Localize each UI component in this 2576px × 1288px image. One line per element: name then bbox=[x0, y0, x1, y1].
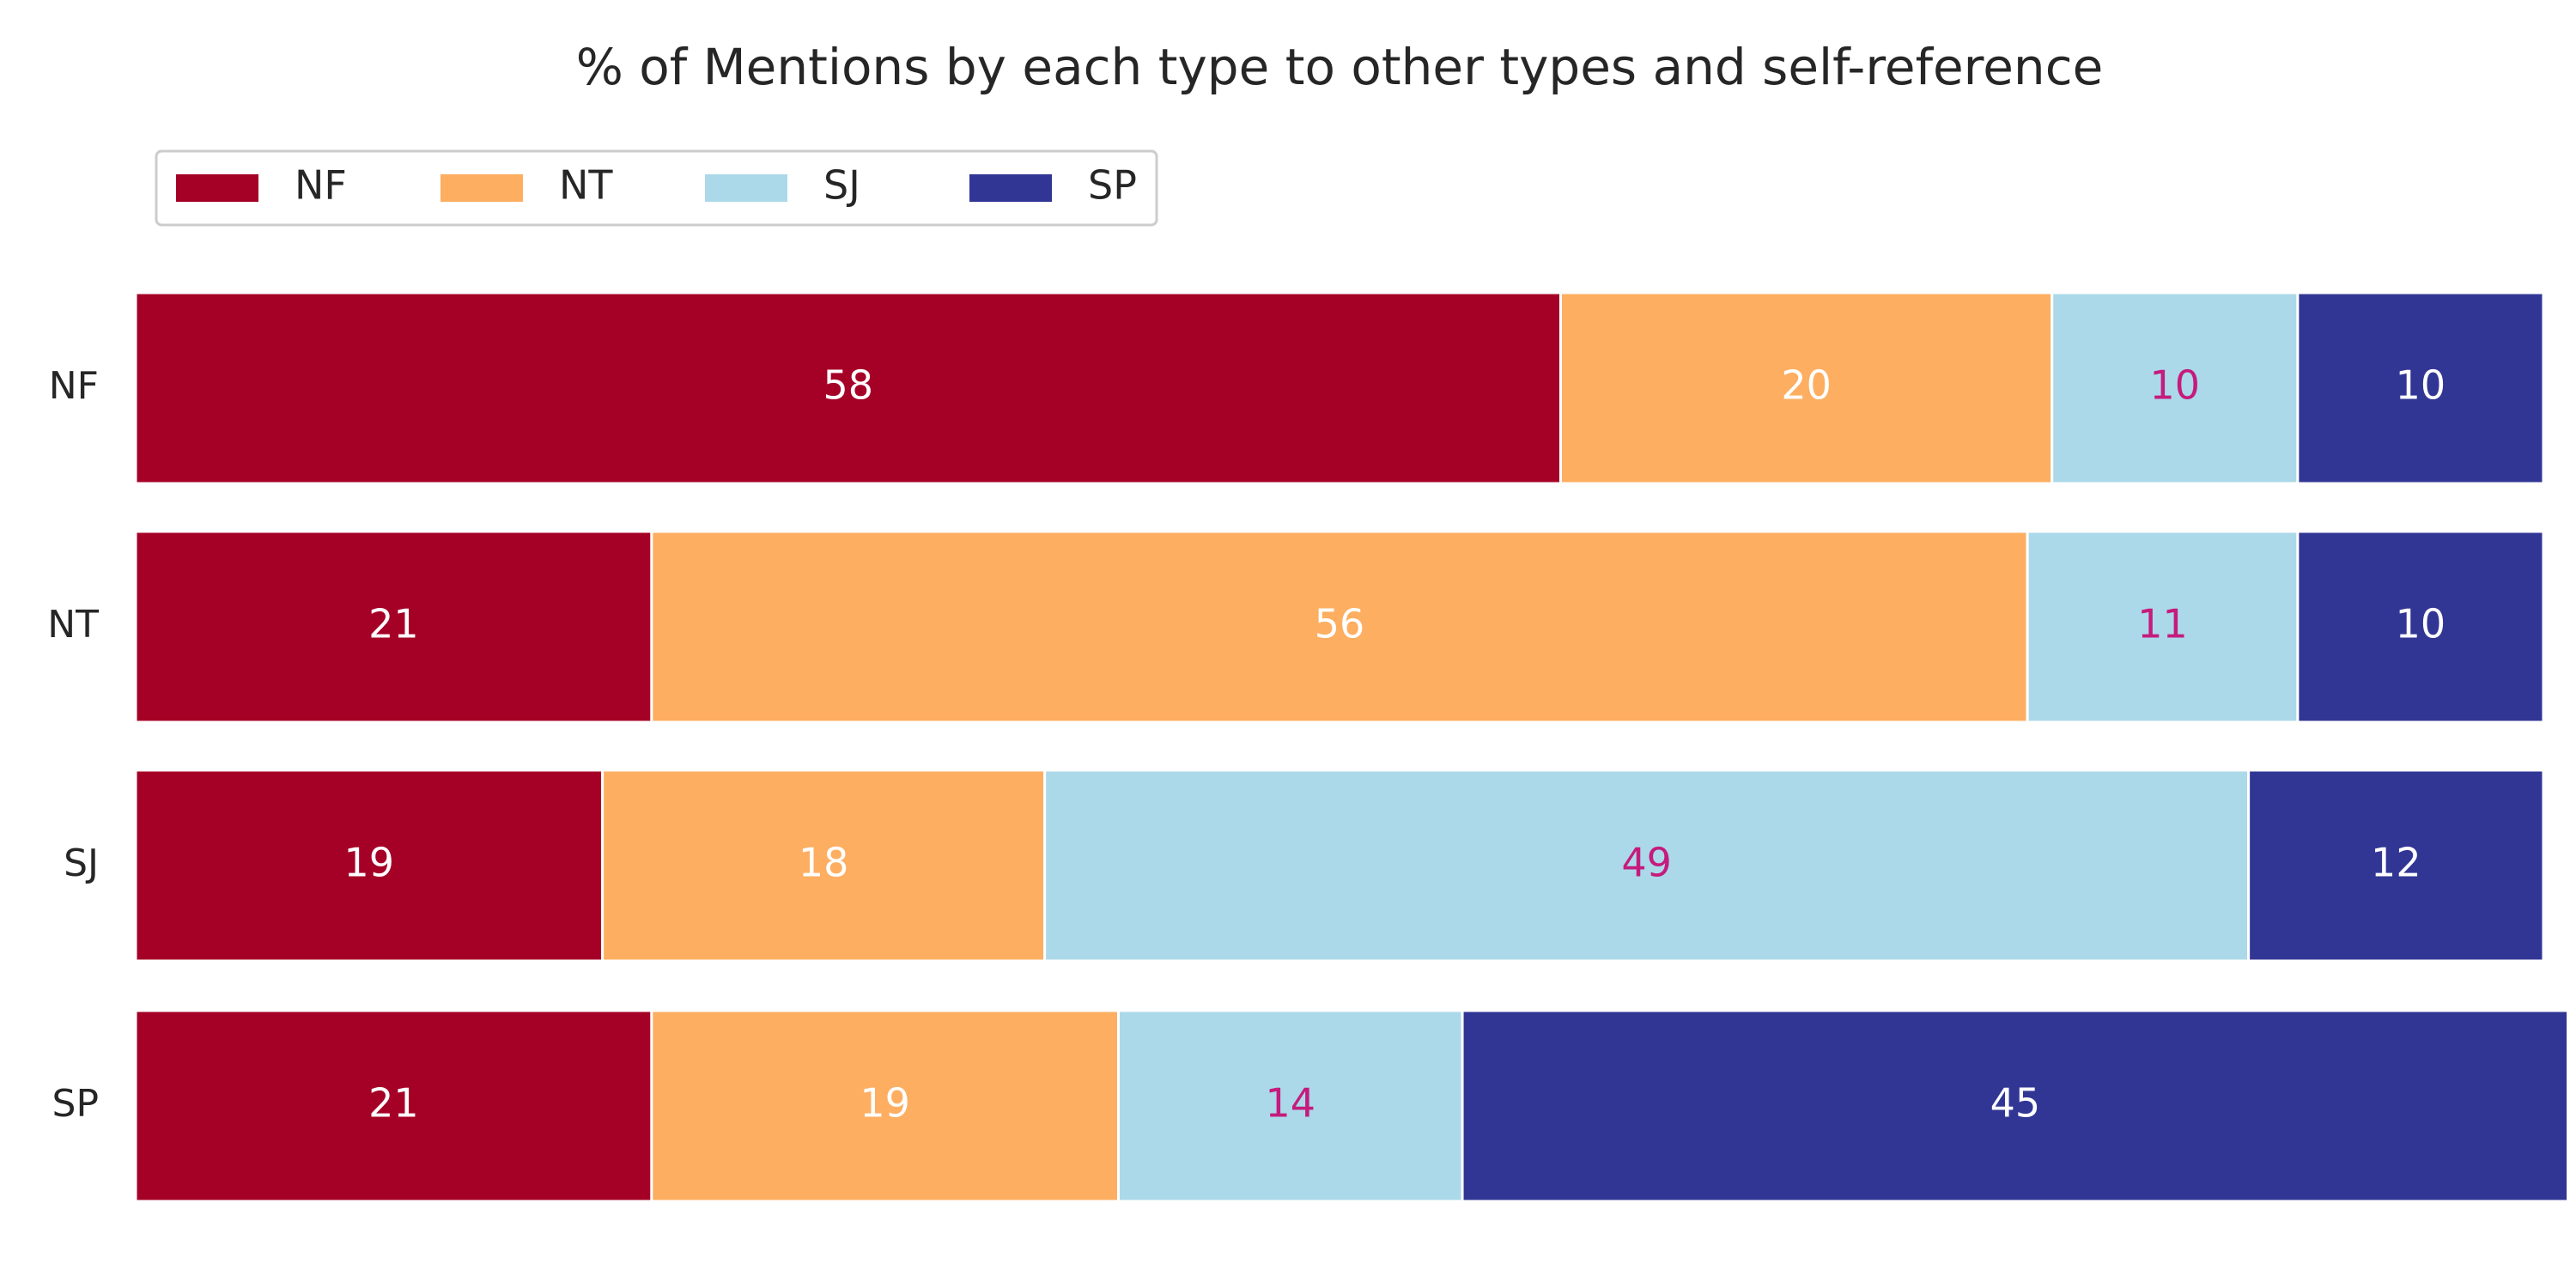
data-label-nt-sj: 11 bbox=[2137, 601, 2188, 647]
category-label-sp: SP bbox=[52, 1082, 99, 1126]
category-label-nf: NF bbox=[49, 364, 99, 408]
bar-sp-nt bbox=[650, 1009, 1120, 1203]
bar-nt-sp bbox=[2296, 530, 2545, 724]
bar-sp-sp bbox=[1461, 1009, 2570, 1203]
bar-sj-nt bbox=[601, 769, 1047, 963]
bar-nt-sj bbox=[2026, 530, 2300, 724]
data-label-nt-nt: 56 bbox=[1315, 601, 1365, 647]
bar-sp-sj bbox=[1116, 1009, 1464, 1203]
legend-swatch-sj bbox=[705, 174, 787, 202]
data-label-sj-sp: 12 bbox=[2371, 840, 2421, 886]
bar-sj-nf bbox=[134, 769, 605, 963]
bars bbox=[134, 291, 2570, 1203]
chart-title: % of Mentions by each type to other type… bbox=[576, 38, 2104, 96]
legend-label-sp: SP bbox=[1088, 162, 1137, 209]
bar-nf-nt bbox=[1559, 291, 2054, 485]
data-label-sj-sj: 49 bbox=[1621, 840, 1672, 886]
legend-frame bbox=[155, 149, 1158, 227]
bar-nf-nf bbox=[134, 291, 1563, 485]
data-label-nt-nf: 21 bbox=[368, 601, 419, 647]
data-label-sp-nf: 21 bbox=[368, 1080, 419, 1127]
bar-nt-nt bbox=[650, 530, 2029, 724]
bar-nf-sp bbox=[2296, 291, 2545, 485]
data-label-sp-sj: 14 bbox=[1266, 1080, 1316, 1127]
category-label-sj: SJ bbox=[64, 841, 99, 885]
data-label-nf-nt: 20 bbox=[1781, 362, 1832, 409]
legend-label-nf: NF bbox=[295, 162, 347, 209]
data-label-sp-nt: 19 bbox=[860, 1080, 910, 1127]
data-label-nt-sp: 10 bbox=[2396, 601, 2446, 647]
legend-swatch-nf bbox=[176, 174, 258, 202]
legend-swatch-sp bbox=[969, 174, 1052, 202]
bar-sj-sp bbox=[2247, 769, 2545, 963]
data-label-sj-nf: 19 bbox=[344, 840, 395, 886]
data-label-nf-sj: 10 bbox=[2150, 362, 2201, 409]
legend: NF NT SJ SP bbox=[155, 149, 1158, 227]
legend-swatch-nt bbox=[440, 174, 523, 202]
bar-nt-nf bbox=[134, 530, 653, 724]
bar-sj-sj bbox=[1043, 769, 2251, 963]
data-label-nf-sp: 10 bbox=[2396, 362, 2446, 409]
bar-nf-sj bbox=[2050, 291, 2300, 485]
bar-sp-nf bbox=[134, 1009, 653, 1203]
y-axis-tick-labels: NF NT SJ SP bbox=[47, 364, 99, 1126]
data-label-sj-nt: 18 bbox=[799, 840, 849, 886]
data-label-nf-nf: 58 bbox=[823, 362, 873, 409]
category-label-nt: NT bbox=[47, 603, 99, 647]
data-label-sp-sp: 45 bbox=[1990, 1080, 2041, 1127]
data-labels: 58 20 10 10 21 56 11 10 19 18 49 12 21 19 14 45 bbox=[344, 362, 2446, 1127]
legend-label-sj: SJ bbox=[823, 162, 860, 209]
legend-label-nt: NT bbox=[559, 162, 613, 209]
